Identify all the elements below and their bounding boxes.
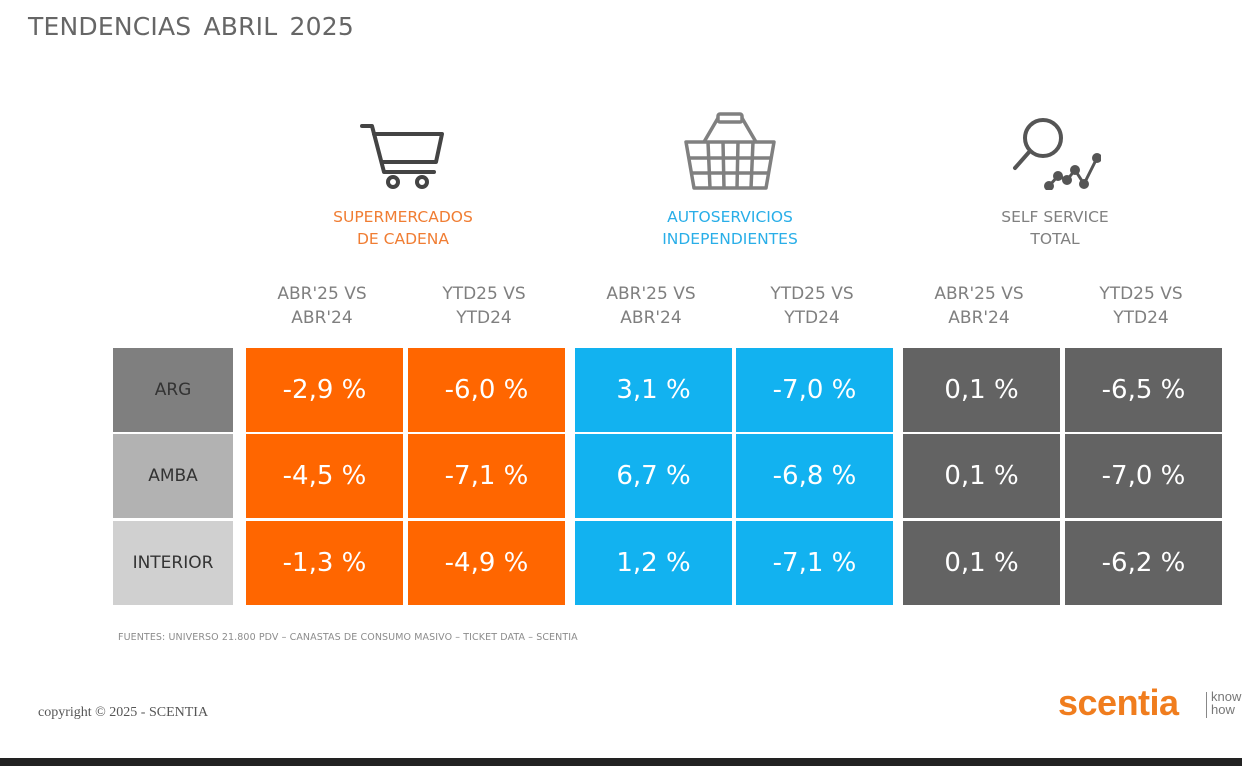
table-cell: 0,1 % bbox=[903, 348, 1060, 432]
column-header-line1: YTD25 VS bbox=[1099, 284, 1183, 304]
table-cell: -4,9 % bbox=[408, 521, 565, 605]
shopping-cart-icon bbox=[293, 108, 513, 190]
column-header: YTD25 VS YTD24 bbox=[734, 282, 890, 330]
column-header-line1: ABR'25 VS bbox=[934, 284, 1024, 304]
column-header-line2: ABR'24 bbox=[291, 308, 353, 328]
table-cell: -7,1 % bbox=[408, 434, 565, 518]
table-cell: -6,0 % bbox=[408, 348, 565, 432]
column-header: ABR'25 VS ABR'24 bbox=[901, 282, 1057, 330]
tagline-line2: how bbox=[1211, 702, 1235, 717]
page-title: TENDENCIAS ABRIL 2025 bbox=[28, 12, 354, 41]
table-cell: -7,1 % bbox=[736, 521, 893, 605]
tagline-line1: know bbox=[1211, 689, 1242, 704]
category-self-service: SELF SERVICE TOTAL bbox=[945, 108, 1165, 250]
column-header-line1: ABR'25 VS bbox=[606, 284, 696, 304]
column-header-line1: YTD25 VS bbox=[442, 284, 526, 304]
table-cell: -6,5 % bbox=[1065, 348, 1222, 432]
category-label-line1: AUTOSERVICIOS bbox=[667, 208, 793, 226]
column-header-line2: ABR'24 bbox=[948, 308, 1010, 328]
column-header: ABR'25 VS ABR'24 bbox=[573, 282, 729, 330]
column-header-line2: YTD24 bbox=[784, 308, 840, 328]
table-cell: -2,9 % bbox=[246, 348, 403, 432]
row-label-amba: AMBA bbox=[113, 434, 233, 518]
column-header-line1: YTD25 VS bbox=[770, 284, 854, 304]
category-autoservicios: AUTOSERVICIOS INDEPENDIENTES bbox=[620, 108, 840, 250]
bottom-bar bbox=[0, 758, 1242, 766]
table-cell: -7,0 % bbox=[736, 348, 893, 432]
table-cell: 0,1 % bbox=[903, 521, 1060, 605]
column-header-line1: ABR'25 VS bbox=[277, 284, 367, 304]
category-supermercados: SUPERMERCADOS DE CADENA bbox=[293, 108, 513, 250]
category-label-line2: INDEPENDIENTES bbox=[662, 230, 798, 248]
copyright-text: copyright © 2025 - SCENTIA bbox=[38, 705, 209, 720]
table-cell: 0,1 % bbox=[903, 434, 1060, 518]
table-cell: -7,0 % bbox=[1065, 434, 1222, 518]
search-trend-icon bbox=[945, 108, 1165, 190]
column-header-line2: YTD24 bbox=[456, 308, 512, 328]
logo-divider bbox=[1206, 692, 1207, 718]
logo-tagline: know how bbox=[1211, 690, 1241, 716]
row-label-interior: INTERIOR bbox=[113, 521, 233, 605]
category-label-line1: SUPERMERCADOS bbox=[333, 208, 473, 226]
category-label-line1: SELF SERVICE bbox=[1001, 208, 1109, 226]
shopping-basket-icon bbox=[620, 108, 840, 190]
column-header-line2: ABR'24 bbox=[620, 308, 682, 328]
table-cell: -6,2 % bbox=[1065, 521, 1222, 605]
table-cell: 3,1 % bbox=[575, 348, 732, 432]
table-cell: -1,3 % bbox=[246, 521, 403, 605]
column-header-line2: YTD24 bbox=[1113, 308, 1169, 328]
category-label-line2: TOTAL bbox=[1030, 230, 1080, 248]
sources-note: FUENTES: UNIVERSO 21.800 PDV – CANASTAS … bbox=[118, 632, 578, 643]
row-label-arg: ARG bbox=[113, 348, 233, 432]
table-cell: -6,8 % bbox=[736, 434, 893, 518]
column-header: YTD25 VS YTD24 bbox=[1063, 282, 1219, 330]
category-label-line2: DE CADENA bbox=[356, 230, 449, 248]
table-cell: 1,2 % bbox=[575, 521, 732, 605]
table-cell: 6,7 % bbox=[575, 434, 732, 518]
column-header: YTD25 VS YTD24 bbox=[406, 282, 562, 330]
scentia-logo: scentia bbox=[1058, 682, 1179, 723]
table-cell: -4,5 % bbox=[246, 434, 403, 518]
column-header: ABR'25 VS ABR'24 bbox=[244, 282, 400, 330]
